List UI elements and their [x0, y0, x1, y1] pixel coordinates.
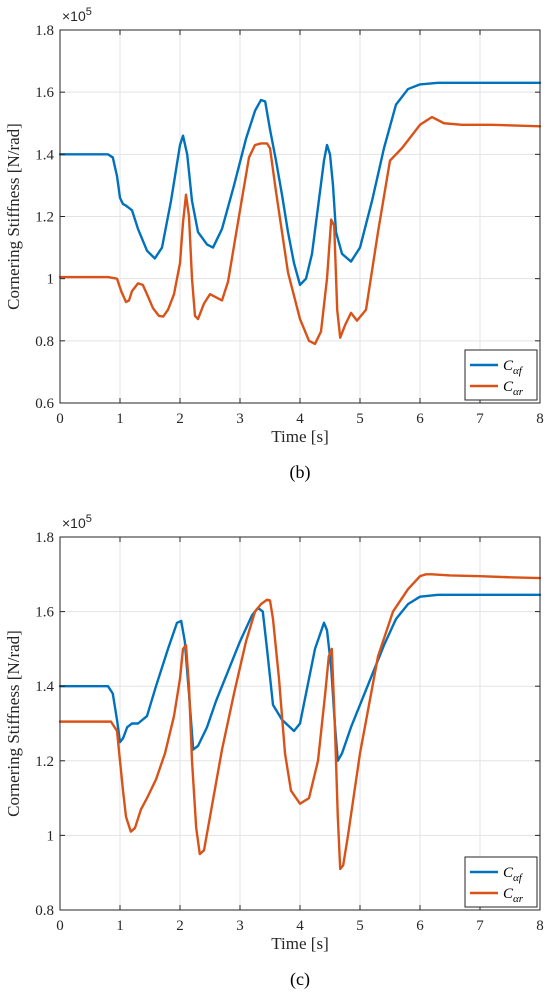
y-multiplier: ×105: [62, 6, 92, 24]
y-tick-label: 1.8: [35, 23, 54, 39]
x-tick-label: 3: [236, 411, 244, 427]
x-tick-label: 7: [476, 411, 484, 427]
legend-label-subscript: αr: [513, 893, 524, 905]
y-axis-label: Cornering Stiffness [N/rad]: [4, 630, 23, 817]
y-tick-label: 1: [47, 828, 55, 844]
figure-caption: (b): [290, 462, 311, 483]
series-line-1: [58, 115, 542, 346]
y-tick-label: 1.2: [35, 210, 54, 226]
x-tick-label: 2: [176, 411, 184, 427]
y-tick-label: 1.4: [35, 679, 54, 695]
x-tick-label: 5: [356, 918, 364, 934]
x-tick-label: 3: [236, 918, 244, 934]
series-line-0: [58, 81, 542, 287]
y-tick-label: 1.6: [35, 605, 54, 621]
x-tick-label: 4: [296, 411, 304, 427]
y-multiplier-exponent: 5: [86, 6, 92, 18]
y-tick-label: 1.2: [35, 754, 54, 770]
y-tick-label: 1: [47, 272, 55, 288]
y-tick-label: 1.8: [35, 530, 54, 546]
y-multiplier-exponent: 5: [86, 513, 92, 525]
y-tick-label: 0.8: [35, 334, 54, 350]
legend-label-subscript: αf: [513, 365, 524, 377]
legend-box: [464, 856, 538, 908]
y-multiplier: ×105: [62, 513, 92, 531]
x-tick-label: 2: [176, 918, 184, 934]
series-line-1: [58, 573, 542, 871]
legend-box: [464, 349, 538, 401]
y-tick-label: 0.8: [35, 903, 54, 919]
x-tick-label: 8: [536, 411, 544, 427]
x-tick-label: 4: [296, 918, 304, 934]
y-tick-label: 1.6: [35, 85, 54, 101]
series-line-0: [58, 593, 542, 762]
x-tick-label: 6: [416, 918, 424, 934]
x-axis-label: Time [s]: [271, 934, 328, 953]
x-axis-label: Time [s]: [271, 427, 328, 446]
y-tick-label: 0.6: [35, 396, 54, 412]
x-tick-label: 1: [116, 411, 124, 427]
x-tick-label: 8: [536, 918, 544, 934]
y-axis-label: Cornering Stiffness [N/rad]: [4, 123, 23, 310]
x-tick-label: 0: [56, 411, 64, 427]
legend-label-subscript: αr: [513, 386, 524, 398]
chart-0: 0 1 2 3 4 5 6 7 8 0.6 0.8 1 1.2 1.4 1.6 1.8 ×105 Time [s]…: [4, 6, 544, 483]
y-tick-label: 1.4: [35, 147, 54, 163]
x-tick-label: 0: [56, 918, 64, 934]
x-tick-label: 7: [476, 918, 484, 934]
figure-caption: (c): [290, 969, 310, 990]
x-tick-label: 6: [416, 411, 424, 427]
legend-label-subscript: αf: [513, 872, 524, 884]
chart-1: 0 1 2 3 4 5 6 7 8 0.8 1 1.2 1.4 1.6 1.8 ×105 Time [s] Cor…: [4, 513, 544, 990]
x-tick-label: 5: [356, 411, 364, 427]
x-tick-label: 1: [116, 918, 124, 934]
